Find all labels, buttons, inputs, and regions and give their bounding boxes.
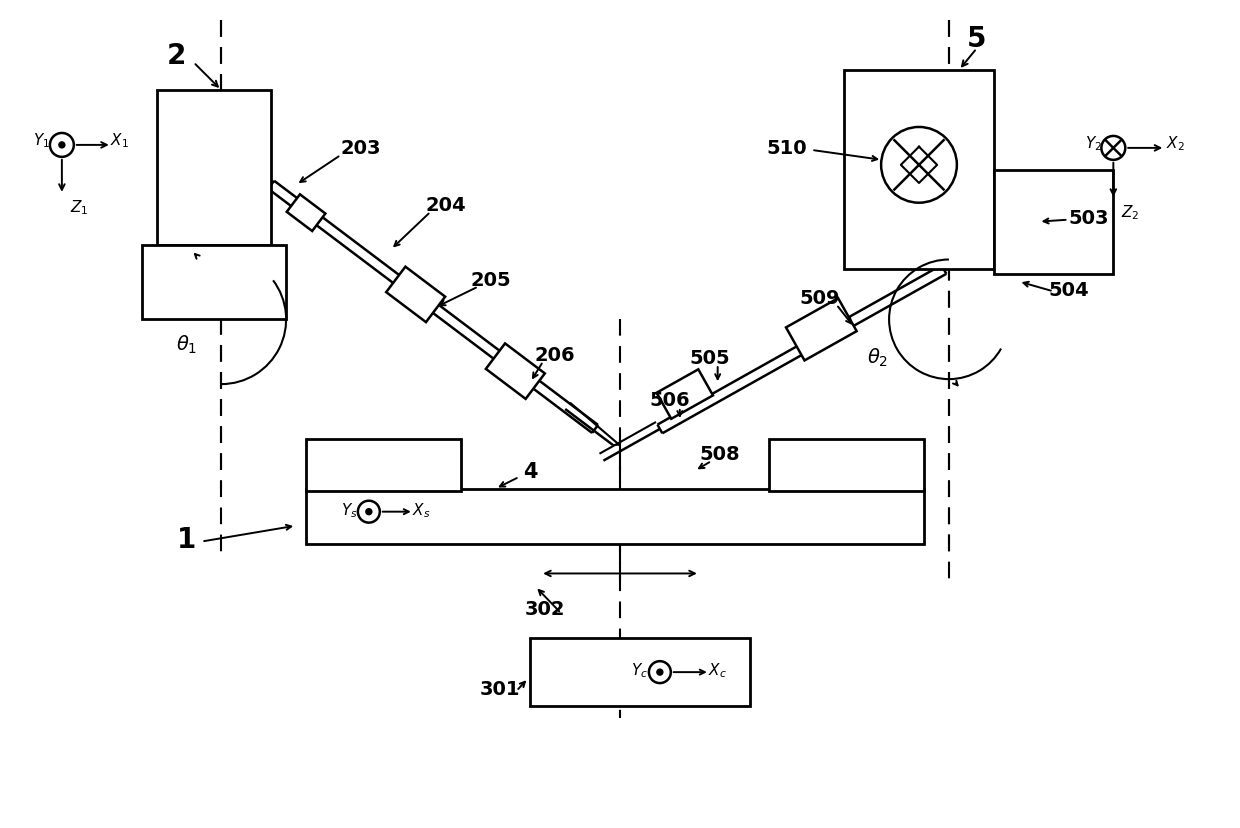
Bar <box>306 440 460 491</box>
Text: 1: 1 <box>177 525 196 553</box>
Bar <box>306 489 924 544</box>
Text: $Y_s$: $Y_s$ <box>341 501 357 519</box>
Text: 4: 4 <box>523 461 538 481</box>
Text: $Z_1$: $Z_1$ <box>69 198 88 217</box>
Text: $Y_2$: $Y_2$ <box>1085 134 1102 153</box>
Text: 2: 2 <box>167 42 186 70</box>
Text: $Y_1$: $Y_1$ <box>33 132 51 150</box>
Text: 505: 505 <box>689 349 730 368</box>
Text: $\theta_1$: $\theta_1$ <box>176 334 197 356</box>
Text: $X_1$: $X_1$ <box>110 132 129 150</box>
Polygon shape <box>657 370 713 419</box>
Text: 301: 301 <box>480 679 521 698</box>
Text: 302: 302 <box>525 599 565 618</box>
Circle shape <box>58 142 64 149</box>
Bar <box>531 638 749 706</box>
Text: $X_2$: $X_2$ <box>1166 134 1184 153</box>
Text: 5: 5 <box>967 25 987 53</box>
Bar <box>141 245 286 320</box>
Polygon shape <box>386 267 445 323</box>
Text: 204: 204 <box>425 196 466 215</box>
Circle shape <box>657 669 663 676</box>
Text: $\theta_2$: $\theta_2$ <box>867 347 888 369</box>
Text: $Y_c$: $Y_c$ <box>631 661 649 680</box>
Circle shape <box>366 509 372 515</box>
Bar <box>156 91 272 245</box>
Text: 205: 205 <box>470 271 511 290</box>
Bar <box>993 171 1114 275</box>
Bar <box>844 71 993 270</box>
Text: $Z_2$: $Z_2$ <box>1121 203 1140 222</box>
Polygon shape <box>786 299 857 361</box>
Bar <box>770 440 924 491</box>
Text: 203: 203 <box>341 139 381 158</box>
Text: $X_c$: $X_c$ <box>708 661 727 680</box>
Text: 206: 206 <box>534 345 575 364</box>
Text: 509: 509 <box>799 288 839 307</box>
Text: 508: 508 <box>699 445 740 464</box>
Text: 504: 504 <box>1048 281 1089 300</box>
Polygon shape <box>286 195 325 232</box>
Polygon shape <box>486 344 544 399</box>
Text: 506: 506 <box>650 390 691 409</box>
Text: $X_s$: $X_s$ <box>413 501 430 519</box>
Text: 503: 503 <box>1068 209 1109 228</box>
Text: 510: 510 <box>766 139 807 158</box>
